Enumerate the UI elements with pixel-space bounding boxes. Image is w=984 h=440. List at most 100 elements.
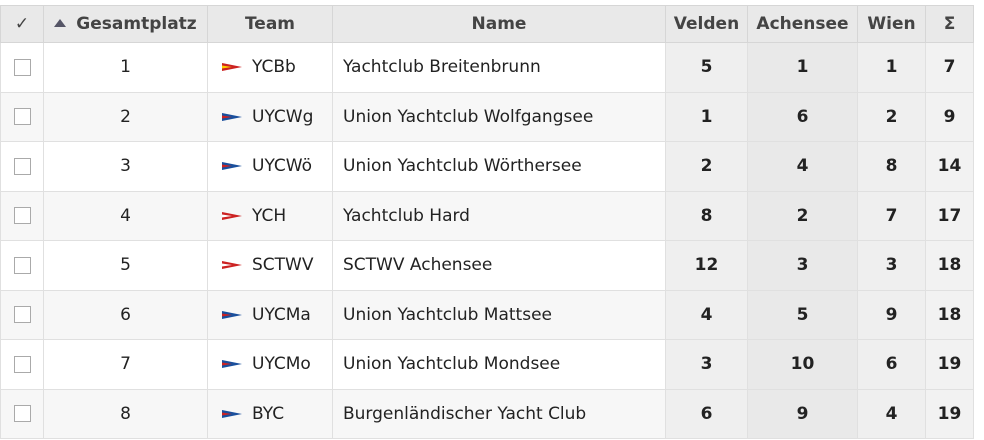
row-checkbox[interactable] — [13, 108, 31, 126]
cell-text: 3 — [120, 156, 131, 177]
team-cell: YCH — [207, 190, 333, 241]
race-score: 3 — [747, 240, 858, 291]
cell-text: 9 — [796, 403, 809, 424]
row-checkbox[interactable] — [13, 355, 31, 373]
team-cell: UYCMo — [207, 339, 333, 390]
race-score: 2 — [665, 141, 748, 192]
race-score: 5 — [665, 42, 748, 93]
name-cell: Yachtclub Hard — [332, 190, 666, 241]
cell-text: 7 — [943, 57, 956, 78]
name-cell: Union Yachtclub Wörthersee — [332, 141, 666, 192]
team-flag — [222, 162, 242, 171]
header-row: ✓ Gesamtplatz Team Name Velden Achensee … — [0, 5, 974, 43]
name-cell: Union Yachtclub Mondsee — [332, 339, 666, 390]
row-checkbox[interactable] — [13, 58, 31, 76]
header-name[interactable]: Name — [332, 5, 666, 43]
select-cell — [0, 42, 44, 93]
total-score: 17 — [925, 190, 974, 241]
cell-text: 4 — [796, 156, 809, 177]
rank-cell: 1 — [43, 42, 208, 93]
cell-text: 6 — [796, 106, 809, 127]
total-score: 18 — [925, 240, 974, 291]
race-score: 3 — [857, 240, 926, 291]
total-score: 18 — [925, 289, 974, 340]
team-flag — [222, 310, 242, 319]
cell-text: 10 — [790, 354, 815, 375]
cell-text: 14 — [937, 156, 962, 177]
race-score: 2 — [747, 190, 858, 241]
cell-text: YCH — [252, 205, 287, 226]
rank-cell: 4 — [43, 190, 208, 241]
cell-text: 17 — [937, 205, 962, 226]
team-flag — [222, 211, 242, 220]
table-row: 3 UYCWö Union Yachtclub Wörthersee 2 4 8 14 — [0, 141, 974, 192]
total-score: 9 — [925, 91, 974, 142]
header-race[interactable]: Velden — [665, 5, 748, 43]
header-label: Team — [244, 14, 296, 34]
row-checkbox[interactable] — [13, 157, 31, 175]
race-score: 6 — [857, 339, 926, 390]
cell-text: 19 — [937, 354, 962, 375]
select-cell — [0, 289, 44, 340]
race-score: 6 — [665, 388, 748, 439]
header-label: Wien — [867, 14, 916, 34]
header-label: Achensee — [756, 14, 849, 34]
header-label: Name — [471, 14, 527, 34]
cell-text: 4 — [120, 205, 131, 226]
race-score: 2 — [857, 91, 926, 142]
race-score: 9 — [747, 388, 858, 439]
cell-text: 6 — [120, 304, 131, 325]
select-cell — [0, 141, 44, 192]
row-checkbox[interactable] — [13, 207, 31, 225]
race-score: 8 — [665, 190, 748, 241]
team-cell: SCTWV — [207, 240, 333, 291]
name-cell: Union Yachtclub Mattsee — [332, 289, 666, 340]
total-score: 14 — [925, 141, 974, 192]
cell-text: 7 — [885, 205, 898, 226]
table-row: 8 BYC Burgenländischer Yacht Club 6 9 4 19 — [0, 388, 974, 439]
cell-text: 5 — [700, 57, 713, 78]
cell-text: 2 — [796, 205, 809, 226]
header-race[interactable]: Wien — [857, 5, 926, 43]
header-team[interactable]: Team — [207, 5, 333, 43]
cell-text: BYC — [252, 403, 285, 424]
header-check[interactable]: ✓ — [0, 5, 44, 43]
row-checkbox[interactable] — [13, 256, 31, 274]
cell-text: 1 — [885, 57, 898, 78]
cell-text: Yachtclub Breitenbrunn — [343, 57, 541, 78]
name-cell: Burgenländischer Yacht Club — [332, 388, 666, 439]
header-sum[interactable]: Σ — [925, 5, 974, 43]
name-cell: Yachtclub Breitenbrunn — [332, 42, 666, 93]
cell-text: 18 — [937, 304, 962, 325]
cell-text: 8 — [885, 156, 898, 177]
cell-text: Burgenländischer Yacht Club — [343, 403, 587, 424]
table-row: 6 UYCMa Union Yachtclub Mattsee 4 5 9 18 — [0, 289, 974, 340]
cell-text: 9 — [943, 106, 956, 127]
total-score: 19 — [925, 388, 974, 439]
cell-text: Union Yachtclub Wolfgangsee — [343, 106, 594, 127]
team-flag — [222, 261, 242, 270]
cell-text: UYCWg — [252, 106, 314, 127]
race-score: 10 — [747, 339, 858, 390]
race-score: 5 — [747, 289, 858, 340]
cell-text: 2 — [120, 106, 131, 127]
race-score: 7 — [857, 190, 926, 241]
cell-text: 4 — [700, 304, 713, 325]
race-score: 6 — [747, 91, 858, 142]
cell-text: 9 — [885, 304, 898, 325]
select-cell — [0, 190, 44, 241]
team-cell: UYCMa — [207, 289, 333, 340]
cell-text: 3 — [700, 354, 713, 375]
race-score: 12 — [665, 240, 748, 291]
header-race[interactable]: Achensee — [747, 5, 858, 43]
name-cell: SCTWV Achensee — [332, 240, 666, 291]
cell-text: Yachtclub Hard — [343, 205, 470, 226]
header-rank[interactable]: Gesamtplatz — [43, 5, 208, 43]
row-checkbox[interactable] — [13, 306, 31, 324]
cell-text: Union Yachtclub Mondsee — [343, 354, 561, 375]
cell-text: 5 — [120, 255, 131, 276]
row-checkbox[interactable] — [13, 405, 31, 423]
rank-cell: 2 — [43, 91, 208, 142]
rank-cell: 8 — [43, 388, 208, 439]
rank-cell: 3 — [43, 141, 208, 192]
